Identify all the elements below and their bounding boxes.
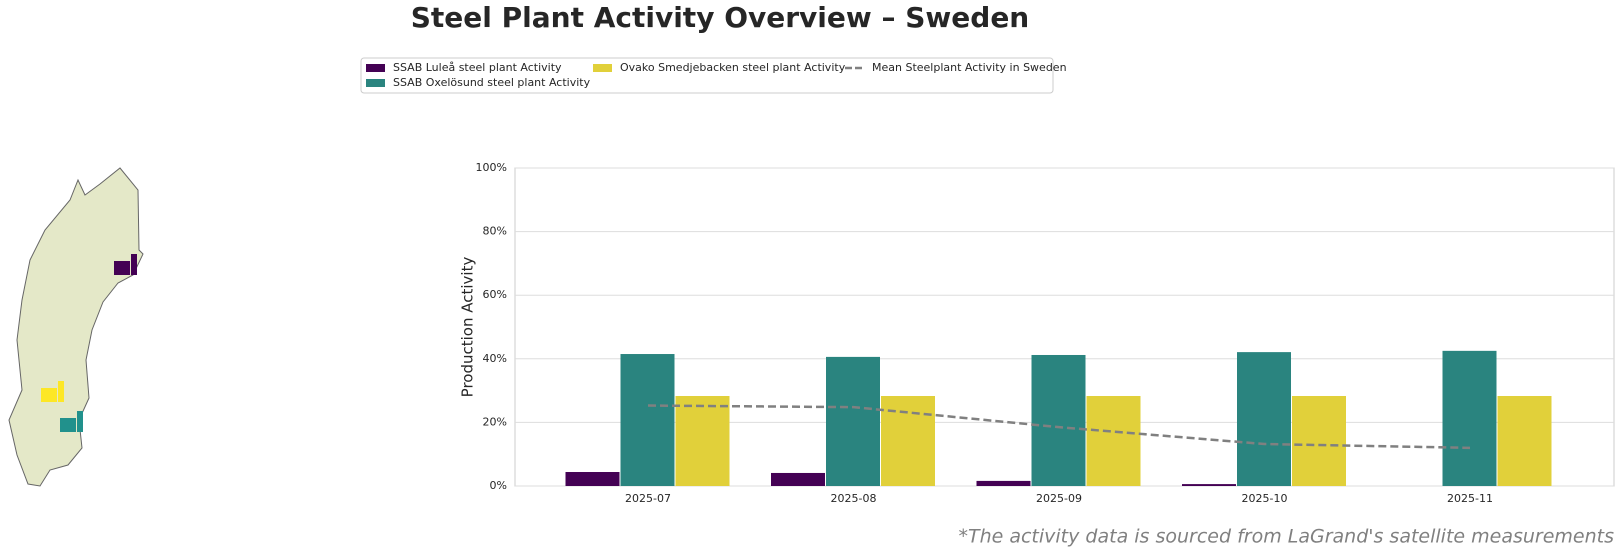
legend-label: SSAB Luleå steel plant Activity bbox=[393, 61, 562, 74]
map-sweden bbox=[8, 167, 144, 487]
plant-icon bbox=[60, 418, 76, 432]
mean-line bbox=[647, 404, 1471, 450]
bar bbox=[1031, 354, 1086, 486]
plant-icon bbox=[114, 261, 130, 275]
y-tick-label: 100% bbox=[476, 161, 507, 174]
y-tick-label: 20% bbox=[483, 415, 507, 428]
bar bbox=[1292, 396, 1346, 486]
plant-icon bbox=[41, 388, 57, 402]
bar bbox=[1237, 352, 1291, 486]
bar bbox=[1497, 396, 1552, 486]
legend-label: SSAB Oxelösund steel plant Activity bbox=[393, 76, 591, 89]
y-tick-label: 60% bbox=[483, 288, 507, 301]
legend-label: Ovako Smedjebacken steel plant Activity bbox=[620, 61, 846, 74]
map bbox=[7, 167, 144, 487]
chart-title: Steel Plant Activity Overview – Sweden bbox=[411, 1, 1030, 34]
legend-swatch bbox=[366, 79, 385, 87]
bar bbox=[675, 396, 730, 486]
bar bbox=[771, 472, 825, 486]
y-tick-label: 40% bbox=[483, 352, 507, 365]
legend-swatch bbox=[593, 64, 612, 72]
bar bbox=[976, 480, 1031, 486]
plant-icon bbox=[131, 254, 137, 275]
x-tick-label: 2025-09 bbox=[1036, 492, 1082, 505]
y-tick-label: 0% bbox=[490, 479, 507, 492]
bar bbox=[826, 356, 880, 486]
bar bbox=[1182, 484, 1236, 486]
x-tick-label: 2025-07 bbox=[625, 492, 671, 505]
legend-box bbox=[360, 57, 1054, 94]
bar bbox=[565, 472, 620, 486]
y-tick-label: 80% bbox=[483, 225, 507, 238]
x-tick-label: 2025-10 bbox=[1242, 492, 1288, 505]
bar bbox=[1442, 350, 1497, 486]
legend-label: Mean Steelplant Activity in Sweden bbox=[872, 61, 1067, 74]
y-axis-label: Production Activity bbox=[459, 257, 477, 398]
footnote: *The activity data is sourced from LaGra… bbox=[958, 526, 1614, 548]
bar bbox=[1086, 396, 1141, 486]
x-tick-label: 2025-08 bbox=[831, 492, 877, 505]
legend-swatch bbox=[366, 64, 385, 72]
plant-icon bbox=[58, 381, 64, 402]
plant-icon bbox=[77, 411, 83, 432]
bar bbox=[620, 354, 675, 486]
x-tick-label: 2025-11 bbox=[1447, 492, 1493, 505]
